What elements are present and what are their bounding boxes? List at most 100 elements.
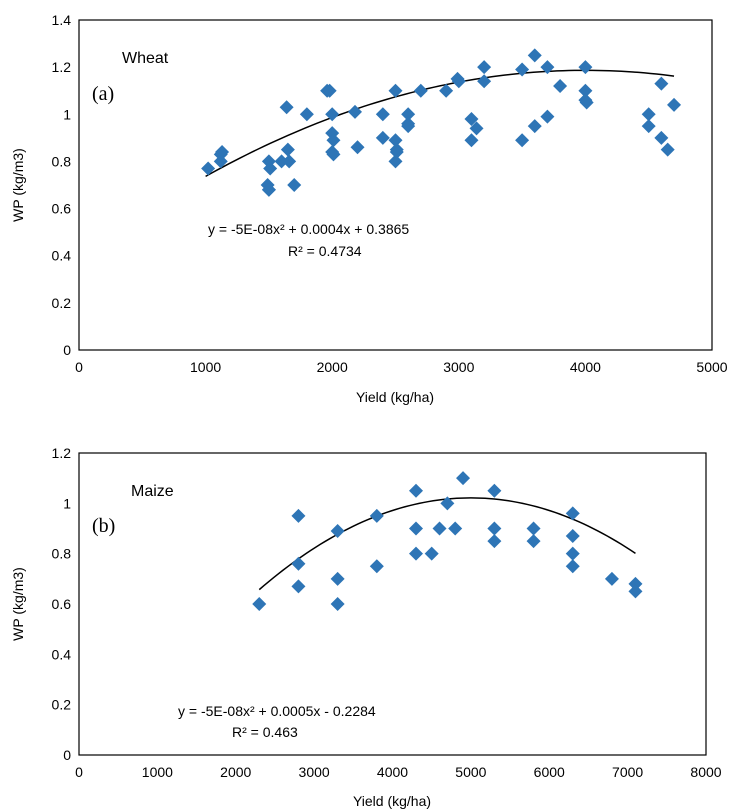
plot-area-wheat <box>78 19 713 351</box>
data-point-maize <box>291 556 306 571</box>
data-point-wheat <box>213 154 228 169</box>
y-tick-label: 0.2 <box>52 697 72 713</box>
data-point-wheat <box>375 130 390 145</box>
data-point-maize <box>409 521 424 536</box>
x-tick-label: 5000 <box>455 764 486 780</box>
x-axis-title-wheat: Yield (kg/ha) <box>356 389 434 405</box>
y-tick-label: 0 <box>63 747 71 763</box>
data-point-maize <box>526 534 541 549</box>
data-point-maize <box>604 571 619 586</box>
x-tick-label: 2000 <box>317 359 348 375</box>
r-squared-wheat: R² = 0.4734 <box>288 243 362 259</box>
plot-area-maize <box>78 452 707 756</box>
trendline-wheat <box>205 69 675 178</box>
data-point-wheat <box>540 109 555 124</box>
x-tick-label: 3000 <box>443 359 474 375</box>
data-point-maize <box>330 597 345 611</box>
data-point-maize <box>369 508 384 523</box>
data-point-wheat <box>654 130 669 145</box>
data-point-wheat <box>326 147 341 162</box>
data-point-wheat <box>477 74 492 89</box>
data-point-wheat <box>388 83 403 98</box>
data-point-maize <box>526 521 541 536</box>
data-point-wheat <box>515 62 530 77</box>
data-point-wheat <box>280 142 295 157</box>
data-point-wheat <box>279 100 294 115</box>
x-tick-labels-wheat: 0 1000 2000 3000 4000 5000 <box>75 359 728 375</box>
y-tick-label: 0.6 <box>52 201 72 217</box>
panel-label-b: (b) <box>92 515 115 537</box>
data-point-maize <box>440 496 455 511</box>
data-point-wheat <box>464 112 479 126</box>
data-point-wheat <box>389 145 404 159</box>
x-tick-label: 6000 <box>534 764 565 780</box>
data-point-wheat <box>579 95 594 110</box>
data-point-wheat <box>375 107 390 122</box>
y-tick-label: 0.2 <box>52 295 72 311</box>
y-tick-label: 0.8 <box>52 546 72 562</box>
data-points-wheat <box>201 48 682 197</box>
y-axis-title-wheat: WP (kg/m3) <box>10 148 26 222</box>
data-point-wheat <box>213 147 228 162</box>
x-tick-label: 2000 <box>220 764 251 780</box>
y-axis-title-maize: WP (kg/m3) <box>10 567 26 641</box>
crop-label-maize: Maize <box>131 483 174 500</box>
data-point-maize <box>330 571 345 586</box>
data-point-wheat <box>322 83 337 98</box>
x-tick-label: 3000 <box>299 764 330 780</box>
data-point-maize <box>252 597 267 611</box>
data-point-maize <box>432 521 447 536</box>
data-point-wheat <box>201 161 216 176</box>
data-point-wheat <box>326 133 341 148</box>
data-point-maize <box>409 483 424 498</box>
trendline-maize <box>258 497 636 591</box>
data-point-wheat <box>540 60 555 75</box>
crop-label-wheat: Wheat <box>122 50 169 67</box>
data-point-maize <box>565 529 580 544</box>
trend-equation-wheat: y = -5E-08x² + 0.0004x + 0.3865 <box>208 221 409 237</box>
x-axis-title-maize: Yield (kg/ha) <box>353 793 431 809</box>
data-point-wheat <box>299 107 314 122</box>
y-tick-label: 1 <box>63 106 71 122</box>
x-tick-label: 7000 <box>612 764 643 780</box>
data-point-wheat <box>667 97 682 112</box>
data-point-wheat <box>325 107 340 122</box>
data-point-maize <box>330 524 345 539</box>
y-tick-label: 1.2 <box>52 59 72 75</box>
data-point-wheat <box>578 83 593 98</box>
x-tick-label: 5000 <box>696 359 727 375</box>
r-squared-maize: R² = 0.463 <box>232 724 298 740</box>
data-point-wheat <box>347 104 362 119</box>
data-point-maize <box>628 584 643 599</box>
data-point-wheat <box>413 83 428 98</box>
data-point-maize <box>291 508 306 523</box>
data-point-wheat <box>350 140 365 155</box>
trend-equation-maize: y = -5E-08x² + 0.0005x - 0.2284 <box>178 703 376 719</box>
x-tick-label: 4000 <box>570 359 601 375</box>
data-point-wheat <box>641 107 656 122</box>
data-point-maize <box>409 546 424 561</box>
data-point-wheat <box>401 107 416 122</box>
panel-label-a: (a) <box>92 83 114 105</box>
data-point-maize <box>424 546 439 561</box>
data-point-maize <box>565 506 580 521</box>
x-tick-label: 8000 <box>690 764 721 780</box>
y-tick-labels-maize: 0 0.2 0.4 0.6 0.8 1 1.2 <box>52 445 72 763</box>
data-point-wheat <box>287 178 302 192</box>
y-tick-label: 0.4 <box>52 646 72 662</box>
data-point-wheat <box>469 121 484 136</box>
data-point-maize <box>456 471 471 486</box>
data-point-wheat <box>274 154 289 169</box>
chart-panel-wheat: 0 0.2 0.4 0.6 0.8 1 1.2 1.4 0 1000 2000 3000 4000 50… <box>10 12 728 405</box>
x-tick-label: 0 <box>75 764 83 780</box>
y-tick-label: 1.2 <box>52 445 72 461</box>
data-point-maize <box>487 483 502 498</box>
data-point-wheat <box>261 182 276 197</box>
y-tick-label: 0.6 <box>52 596 72 612</box>
data-point-wheat <box>388 133 403 148</box>
data-point-maize <box>628 576 643 591</box>
data-point-wheat <box>282 154 297 169</box>
y-tick-label: 1.4 <box>52 12 72 28</box>
data-point-wheat <box>388 154 403 169</box>
